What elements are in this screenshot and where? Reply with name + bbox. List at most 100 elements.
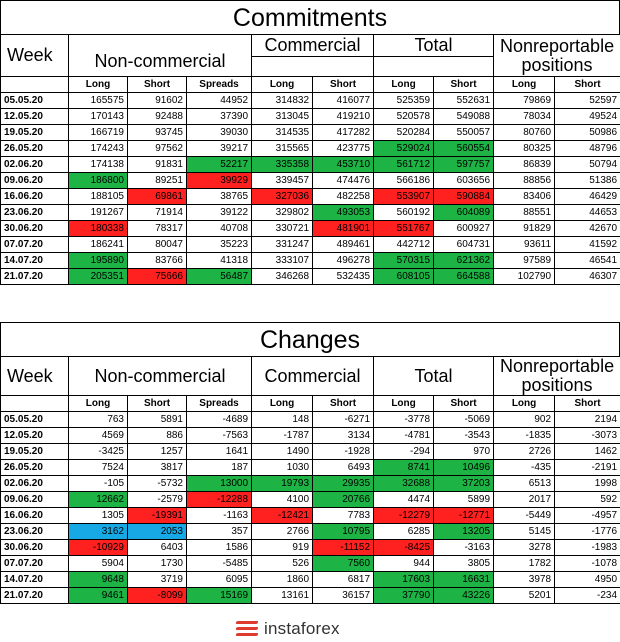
value-cell: 80325 bbox=[493, 140, 556, 157]
value-cell: 7560 bbox=[312, 555, 375, 572]
changes-title: Changes bbox=[0, 322, 620, 356]
value-cell: 186800 bbox=[68, 172, 128, 189]
value-cell: -1983 bbox=[554, 539, 620, 556]
value-cell: -8099 bbox=[127, 587, 187, 604]
value-cell: 37790 bbox=[373, 587, 435, 604]
noncommercial-header: Non-commercial bbox=[67, 356, 253, 396]
value-cell: 4100 bbox=[251, 491, 314, 508]
value-cell: 416077 bbox=[312, 92, 375, 109]
value-cell: 88856 bbox=[493, 172, 556, 189]
value-cell: 597757 bbox=[433, 156, 495, 173]
commercial-header: Commercial bbox=[251, 356, 375, 396]
value-cell: 313045 bbox=[251, 108, 314, 125]
value-cell: 2053 bbox=[127, 523, 187, 540]
week-date: 09.06.20 bbox=[0, 172, 69, 189]
value-cell: 205351 bbox=[68, 268, 128, 285]
value-cell: 93611 bbox=[493, 236, 556, 253]
value-cell: 1782 bbox=[493, 555, 556, 572]
value-cell: 604731 bbox=[433, 236, 495, 253]
week-date: 02.06.20 bbox=[0, 475, 69, 492]
column-subheader: Long bbox=[251, 395, 314, 412]
value-cell: -234 bbox=[554, 587, 620, 604]
value-cell: 187 bbox=[185, 459, 253, 476]
value-cell: 2726 bbox=[493, 443, 556, 460]
table-row: 19.05.20 -3425 1257 1641 1490 -1928 -294 970 272… bbox=[0, 443, 620, 460]
commitments-title: Commitments bbox=[0, 0, 620, 34]
value-cell: 6285 bbox=[373, 523, 435, 540]
value-cell: -12771 bbox=[433, 507, 495, 524]
table-row: 23.06.20 191267 71914 39122 329802 493053 5601… bbox=[0, 204, 620, 221]
value-cell: 520578 bbox=[373, 108, 435, 125]
value-cell: -5732 bbox=[127, 475, 187, 492]
week-date: 16.06.20 bbox=[0, 507, 69, 524]
value-cell: 78317 bbox=[127, 220, 187, 237]
value-cell: 44952 bbox=[185, 92, 253, 109]
table-row: 05.05.20 165575 91602 44952 314832 416077 5253… bbox=[0, 92, 620, 109]
value-cell: 329802 bbox=[251, 204, 314, 221]
value-cell: 1257 bbox=[127, 443, 187, 460]
column-subheader: Long bbox=[493, 76, 556, 93]
value-cell: 89251 bbox=[127, 172, 187, 189]
value-cell: 560192 bbox=[373, 204, 435, 221]
column-subheader: Long bbox=[373, 76, 435, 93]
value-cell: 13161 bbox=[251, 587, 314, 604]
value-cell: 560554 bbox=[433, 140, 495, 157]
value-cell: 520284 bbox=[373, 124, 435, 141]
value-cell: 314535 bbox=[251, 124, 314, 141]
value-cell: -3073 bbox=[554, 427, 620, 444]
table-row: 26.05.20 174243 97562 39217 315565 423775 5290… bbox=[0, 140, 620, 157]
value-cell: 69861 bbox=[127, 188, 187, 205]
value-cell: -11152 bbox=[312, 539, 375, 556]
value-cell: -7563 bbox=[185, 427, 253, 444]
week-date: 23.06.20 bbox=[0, 523, 69, 540]
value-cell: 32688 bbox=[373, 475, 435, 492]
value-cell: 79869 bbox=[493, 92, 556, 109]
value-cell: -5069 bbox=[433, 411, 495, 428]
value-cell: 83766 bbox=[127, 252, 187, 269]
table-row: 14.07.20 9648 3719 6095 1860 6817 17603 16631 39… bbox=[0, 571, 620, 588]
value-cell: 38765 bbox=[185, 188, 253, 205]
value-cell: -8425 bbox=[373, 539, 435, 556]
value-cell: 97562 bbox=[127, 140, 187, 157]
value-cell: 5891 bbox=[127, 411, 187, 428]
value-cell: 6493 bbox=[312, 459, 375, 476]
week-date: 26.05.20 bbox=[0, 140, 69, 157]
value-cell: -3778 bbox=[373, 411, 435, 428]
total-header: Total bbox=[373, 34, 495, 57]
value-cell: -2191 bbox=[554, 459, 620, 476]
week-date: 02.06.20 bbox=[0, 156, 69, 173]
value-cell: 91602 bbox=[127, 92, 187, 109]
week-header: Week bbox=[0, 34, 69, 77]
value-cell: 13205 bbox=[433, 523, 495, 540]
value-cell: 551767 bbox=[373, 220, 435, 237]
value-cell: 330721 bbox=[251, 220, 314, 237]
value-cell: 482258 bbox=[312, 188, 375, 205]
value-cell: 1490 bbox=[251, 443, 314, 460]
value-cell: 46429 bbox=[554, 188, 620, 205]
column-subheader: Short bbox=[127, 76, 187, 93]
value-cell: 474476 bbox=[312, 172, 375, 189]
week-date: 19.05.20 bbox=[0, 443, 69, 460]
value-cell: 1462 bbox=[554, 443, 620, 460]
nonreportable-header: Nonreportable positions bbox=[493, 356, 620, 396]
week-date: 16.06.20 bbox=[0, 188, 69, 205]
value-cell: 919 bbox=[251, 539, 314, 556]
value-cell: 195890 bbox=[68, 252, 128, 269]
value-cell: 5904 bbox=[68, 555, 128, 572]
table-row: 07.07.20 186241 80047 35223 331247 489461 4427… bbox=[0, 236, 620, 253]
commercial-header: Commercial bbox=[251, 34, 375, 57]
value-cell: 7524 bbox=[68, 459, 128, 476]
value-cell: 526 bbox=[251, 555, 314, 572]
table-row: 02.06.20 174138 91831 52217 335358 453710 5617… bbox=[0, 156, 620, 173]
value-cell: 570315 bbox=[373, 252, 435, 269]
value-cell: 51386 bbox=[554, 172, 620, 189]
column-subheader: Short bbox=[554, 76, 620, 93]
value-cell: 93745 bbox=[127, 124, 187, 141]
week-subheader bbox=[0, 395, 69, 412]
table-row: 02.06.20 -105 -5732 13000 19793 29935 32688 372… bbox=[0, 475, 620, 492]
instaforex-logo-icon bbox=[235, 620, 259, 638]
value-cell: 52597 bbox=[554, 92, 620, 109]
week-date: 07.07.20 bbox=[0, 555, 69, 572]
value-cell: 1586 bbox=[185, 539, 253, 556]
value-cell: 10795 bbox=[312, 523, 375, 540]
